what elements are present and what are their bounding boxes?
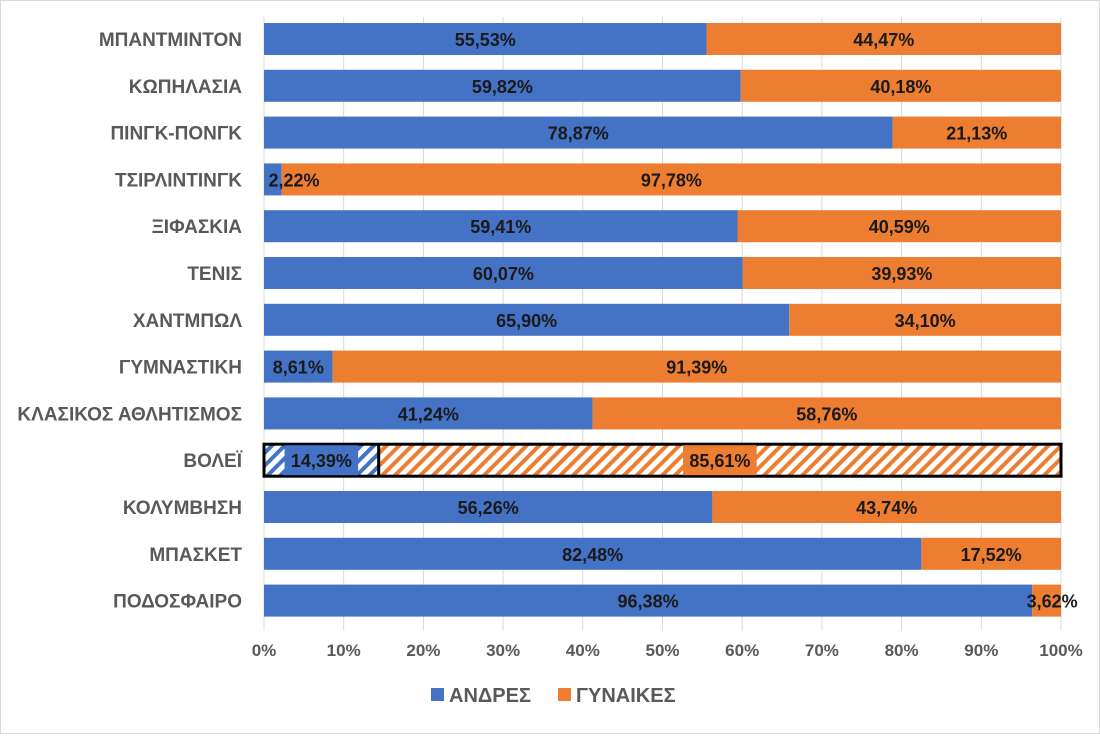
bar-segment-men [264, 210, 738, 243]
x-tick-label: 90% [964, 641, 998, 660]
bar-segment-women [1032, 584, 1061, 617]
category-label: ΚΟΛΥΜΒΗΣΗ [123, 498, 242, 519]
data-label-women: 44,47% [853, 30, 914, 50]
data-label-women-background [683, 445, 757, 476]
category-label: ΤΕΝΙΣ [187, 264, 242, 285]
bar-segment-men [264, 397, 593, 430]
data-label-men: 14,39% [291, 451, 352, 471]
category-label: ΚΛΑΣΙΚΟΣ ΑΘΛΗΤΙΣΜΟΣ [17, 404, 242, 425]
data-label-men: 2,22% [268, 170, 319, 190]
category-label: ΜΠΑΝΤΜΙΝΤΟΝ [99, 30, 242, 51]
data-label-men: 96,38% [618, 592, 679, 612]
data-label-women: 34,10% [895, 311, 956, 331]
x-tick-label: 60% [725, 641, 759, 660]
data-label-men: 60,07% [473, 264, 534, 284]
data-label-men: 56,26% [458, 498, 519, 518]
bar-segment-men [264, 116, 893, 149]
data-label-women: 3,62% [1027, 592, 1078, 612]
bar-segment-women [740, 69, 1061, 102]
x-tick-labels: 0% 10% 20% 30% 40% 50% 60% 70% 80% 90% 100% [252, 641, 1083, 660]
x-tick-label: 40% [566, 641, 600, 660]
data-label-men: 65,90% [496, 311, 557, 331]
bar-segment-women [789, 303, 1061, 336]
data-label-men: 55,53% [455, 30, 516, 50]
bar-segment-women [737, 210, 1061, 243]
x-tick-label: 30% [486, 641, 520, 660]
data-label-men: 41,24% [398, 404, 459, 424]
data-label-men-background [284, 445, 359, 476]
data-label-men: 78,87% [548, 124, 609, 144]
x-tick-label: 100% [1039, 641, 1082, 660]
category-label: ΤΣΙΡΛΙΝΤΙΝΓΚ [115, 170, 242, 191]
data-label-women: 43,74% [856, 498, 917, 518]
data-label-women: 85,61% [689, 451, 750, 471]
category-labels: ΜΠΑΝΤΜΙΝΤΟΝ ΚΩΠΗΛΑΣΙΑ ΠΙΝΓΚ-ΠΟΝΓΚ ΤΣΙΡΛΙΝΤΙ… [17, 30, 242, 613]
x-tick-label: 80% [885, 641, 919, 660]
bar-segment-women [921, 537, 1061, 570]
legend: ΑΝΔΡΕΣ ΓΥΝΑΙΚΕΣ [431, 685, 676, 707]
bar-segment-men [264, 491, 713, 523]
bar-group: 55,53% 44,47% 59,82% 40,18% 78,87% 21,13% 2,22… [262, 23, 1078, 617]
bar-segment-men [264, 584, 1033, 617]
legend-label: ΑΝΔΡΕΣ [449, 685, 531, 707]
x-tick-label: 20% [406, 641, 440, 660]
bar-segment-men [264, 23, 707, 55]
category-label: ΧΑΝΤΜΠΩΛ [133, 311, 243, 332]
x-tick-label: 0% [252, 641, 277, 660]
data-label-women: 91,39% [666, 358, 727, 378]
category-label: ΒΟΛΕΪ [183, 451, 242, 472]
bar-segment-women [892, 116, 1061, 149]
data-label-women: 40,59% [869, 217, 930, 237]
bar-segment-women [281, 163, 1062, 196]
bar-segment-women [706, 23, 1061, 55]
bar-segment-men [264, 537, 922, 570]
bar-segment-women [332, 350, 1061, 383]
legend-swatch [431, 688, 444, 701]
data-label-women: 21,13% [946, 124, 1007, 144]
bar-segment-men [264, 69, 741, 102]
legend-label: ΓΥΝΑΙΚΕΣ [576, 685, 676, 707]
category-label: ΠΟΔΟΣΦΑΙΡΟ [113, 592, 242, 613]
data-label-men: 59,82% [472, 77, 533, 97]
legend-swatch [558, 688, 571, 701]
data-label-women: 17,52% [961, 545, 1022, 565]
highlight-outline [262, 442, 1063, 478]
bar-segment-men [264, 163, 282, 196]
bar-segment-women [592, 397, 1061, 430]
x-tick-label: 10% [327, 641, 361, 660]
category-label: ΓΥΜΝΑΣΤΙΚΗ [119, 358, 242, 379]
data-label-men: 59,41% [470, 217, 531, 237]
data-label-women: 97,78% [641, 170, 702, 190]
bar-segment-women [712, 491, 1061, 523]
category-label: ΜΠΑΣΚΕΤ [149, 545, 242, 566]
bar-segment-men [264, 350, 333, 383]
bar-segment-men [264, 257, 743, 289]
data-label-women: 58,76% [796, 404, 857, 424]
data-label-men: 8,61% [273, 358, 324, 378]
data-label-women: 40,18% [870, 77, 931, 97]
category-label: ΞΙΦΑΣΚΙΑ [152, 217, 243, 238]
data-label-women: 39,93% [871, 264, 932, 284]
bar-segment-women [742, 257, 1061, 289]
data-label-men: 82,48% [562, 545, 623, 565]
category-label: ΠΙΝΓΚ-ΠΟΝΓΚ [110, 124, 242, 145]
x-tick-label: 70% [805, 641, 839, 660]
category-label: ΚΩΠΗΛΑΣΙΑ [129, 77, 242, 98]
bar-segment-men [264, 303, 790, 336]
x-tick-label: 50% [645, 641, 679, 660]
